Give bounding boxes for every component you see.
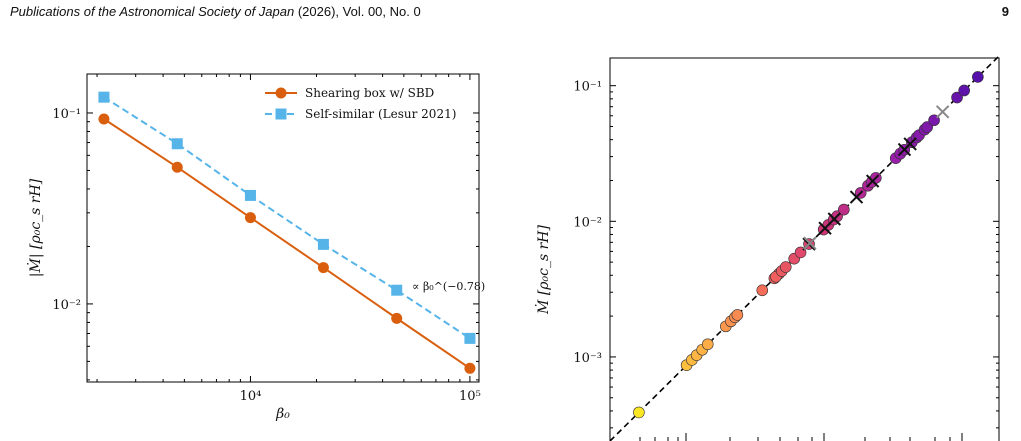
series-marker-circle — [464, 362, 476, 374]
series-marker-square — [98, 91, 110, 103]
cross-marker — [903, 137, 917, 151]
series-marker-square — [171, 138, 183, 150]
cross-marker — [865, 174, 880, 188]
cross-marker — [827, 212, 842, 226]
cross-stroke — [849, 190, 864, 204]
plot-frame — [86, 73, 480, 383]
y-tick-label: 10⁻¹ — [573, 80, 602, 95]
accretion-rate-comparison-chart: 10⁻³ 10⁻² 10⁻¹ Ṁ [ρ₀c_s rH] — [534, 55, 1000, 441]
series-marker-square — [317, 238, 329, 250]
series-line-2 — [103, 96, 471, 340]
y-tick-label: 10⁻¹ — [52, 107, 81, 122]
cross-stroke — [803, 236, 817, 250]
legend: Shearing box w/ SBD Self-similar (Lesur 2… — [265, 86, 456, 121]
volume-info: (2026), Vol. 00, No. 0 — [294, 4, 421, 19]
y-tick-label: 10⁻² — [573, 215, 602, 230]
data-point — [779, 261, 792, 273]
data-point — [972, 71, 984, 83]
series-marker-circle — [244, 212, 256, 224]
data-point — [921, 121, 933, 133]
journal-citation: Publications of the Astronomical Society… — [10, 4, 421, 19]
series-marker-square — [391, 284, 403, 296]
legend-marker-circle — [275, 87, 287, 99]
legend-label-1: Shearing box w/ SBD — [305, 86, 434, 100]
y-tick-label: 10⁻² — [52, 298, 81, 313]
series-marker-square — [244, 189, 256, 201]
data-point — [756, 284, 769, 297]
data-point — [838, 203, 850, 216]
x-axis-label: β₀ — [275, 406, 290, 422]
journal-name: Publications of the Astronomical Society… — [10, 4, 295, 19]
x-tick-label: 10⁵ — [459, 389, 481, 404]
series-marker-square — [464, 332, 476, 344]
plot-frame — [609, 57, 1000, 441]
data-point — [958, 84, 970, 97]
y-axis-label: Ṁ [ρ₀c_s rH] — [534, 225, 552, 315]
series-marker-circle — [171, 161, 183, 173]
data-point — [731, 309, 744, 321]
gray-cross-marker — [935, 105, 950, 119]
series-marker-circle — [317, 262, 329, 274]
x-tick-label: 10⁴ — [240, 389, 262, 404]
cross-stroke — [865, 174, 880, 188]
data-point — [633, 406, 645, 419]
series-marker-circle — [98, 113, 110, 125]
data-point — [951, 91, 963, 104]
series-line-1 — [103, 118, 471, 370]
cross-marker — [849, 190, 864, 204]
data-point — [701, 338, 714, 351]
power-law-annotation: ∝ β₀^(−0.78) — [412, 280, 485, 293]
cross-stroke — [827, 212, 842, 226]
y-axis-label: |Ṁ| [ρ₀c_s rH] — [26, 178, 44, 277]
cross-stroke — [903, 137, 917, 151]
page-number: 9 — [1001, 4, 1009, 19]
cross-stroke — [935, 105, 950, 119]
series-marker-circle — [391, 312, 403, 324]
legend-label-2: Self-similar (Lesur 2021) — [305, 107, 456, 121]
legend-marker-square — [275, 108, 287, 120]
y-tick-label: 10⁻³ — [573, 351, 602, 366]
gray-cross-marker — [803, 236, 817, 250]
accretion-rate-vs-beta-chart: 10⁴ 10⁵ 10⁻² 10⁻¹ β₀ |Ṁ| [ρ₀c_s rH] ∝ β₀^(−0.7… — [26, 73, 485, 422]
